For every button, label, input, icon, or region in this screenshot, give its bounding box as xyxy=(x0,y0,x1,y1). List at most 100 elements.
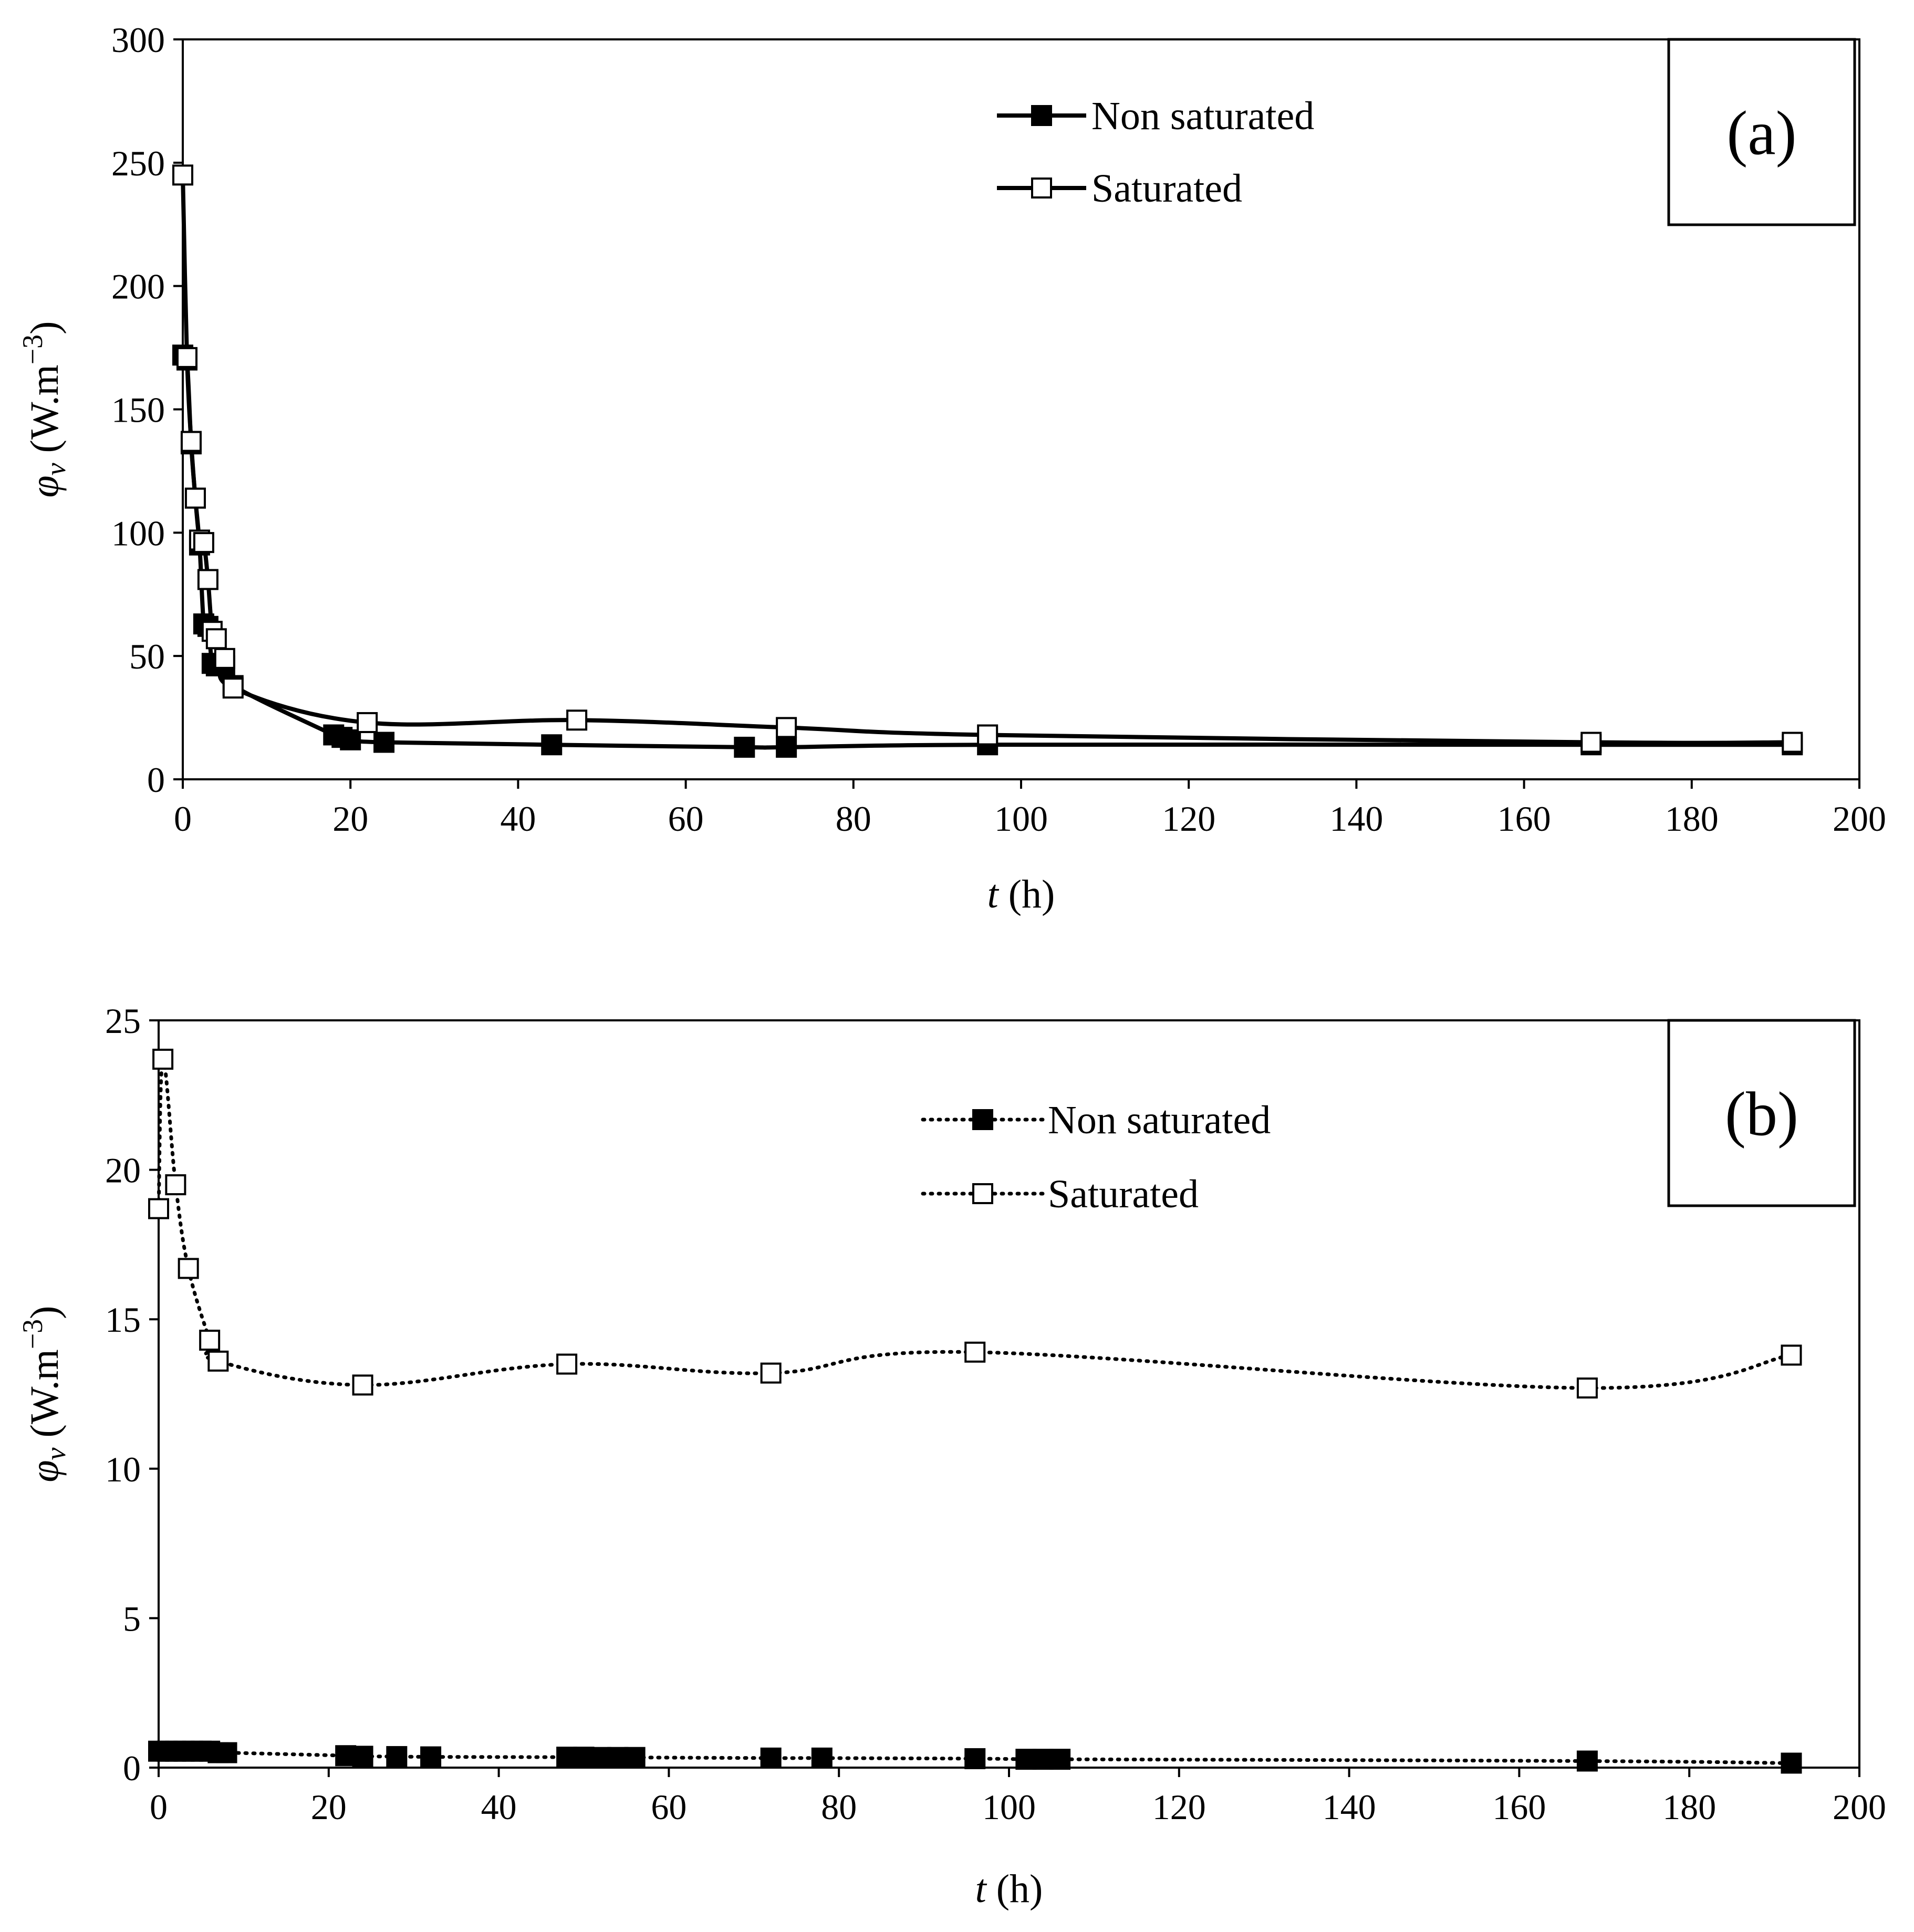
y-tick-label: 0 xyxy=(147,760,165,800)
data-point-non-saturated xyxy=(340,729,361,750)
data-point-non-saturated xyxy=(776,736,797,758)
x-tick-label: 0 xyxy=(150,1787,168,1827)
x-tick-label: 200 xyxy=(1833,799,1886,839)
series-line-saturated xyxy=(157,1057,1793,1390)
x-tick-label: 100 xyxy=(982,1787,1036,1827)
x-axis-label-var: t xyxy=(975,1867,987,1911)
data-point-non-saturated xyxy=(352,1746,373,1767)
data-point-non-saturated xyxy=(811,1747,833,1769)
plot-area xyxy=(182,38,1860,780)
panel-label: (a) xyxy=(1726,98,1796,168)
y-axis-label-close: ) xyxy=(23,1306,67,1319)
y-tick-label: 25 xyxy=(105,1001,141,1041)
y-tick-label: 100 xyxy=(111,513,165,553)
panel-label-box xyxy=(1667,1019,1856,1207)
x-axis-label: t (h) xyxy=(987,872,1055,916)
y-axis-label-sub: v xyxy=(40,463,71,475)
x-tick-label: 180 xyxy=(1665,799,1719,839)
data-point-saturated xyxy=(1781,1344,1802,1366)
chart-panel-b: 0 5 10 15 20 25 0 20 40 60 80 100 120 140 160 180 200 t (… xyxy=(17,1001,1886,1911)
data-point-non-saturated xyxy=(734,736,755,758)
data-point-saturated xyxy=(977,724,998,746)
x-axis-label: t (h) xyxy=(975,1867,1043,1911)
y-tick-label: 200 xyxy=(111,267,165,307)
panel-label-box xyxy=(1667,38,1856,226)
data-point-non-saturated xyxy=(1781,1752,1802,1774)
data-point-saturated xyxy=(760,1362,782,1384)
y-tick-label: 0 xyxy=(123,1748,141,1788)
legend-marker-saturated xyxy=(972,1183,993,1204)
y-tick-label: 5 xyxy=(123,1599,141,1638)
x-tick-label: 20 xyxy=(332,799,368,839)
legend-entry-saturated: Saturated xyxy=(1048,1172,1199,1216)
data-point-saturated xyxy=(1576,1377,1598,1399)
series-line-non-saturated xyxy=(181,349,1793,750)
data-point-non-saturated xyxy=(1015,1749,1037,1770)
x-axis-label-unit: (h) xyxy=(986,1867,1043,1911)
data-point-saturated xyxy=(152,1048,174,1070)
panel-label: (b) xyxy=(1725,1079,1798,1149)
y-axis-label-close: ) xyxy=(23,321,67,335)
x-tick-label: 0 xyxy=(174,799,192,839)
data-point-non-saturated xyxy=(1049,1749,1071,1770)
y-tick-label: 300 xyxy=(111,20,165,60)
x-tick-label: 160 xyxy=(1497,799,1551,839)
y-tick-label: 20 xyxy=(105,1151,141,1190)
y-axis-label: φv (W.m−3) xyxy=(17,321,71,498)
y-tick-label: 250 xyxy=(111,143,165,183)
legend: Non saturated Saturated xyxy=(921,1098,1271,1216)
data-point-non-saturated xyxy=(541,734,563,756)
x-tick-label: 120 xyxy=(1152,1787,1206,1827)
y-axis-label-unit: (W.m xyxy=(23,364,67,463)
series-line-saturated xyxy=(181,175,1793,745)
legend-marker-non-saturated xyxy=(1031,105,1052,126)
x-axis-label-unit: (h) xyxy=(998,872,1055,916)
x-tick-label: 160 xyxy=(1492,1787,1546,1827)
data-point-saturated xyxy=(176,347,197,368)
x-tick-label: 80 xyxy=(836,799,871,839)
data-point-saturated xyxy=(172,164,193,186)
legend-marker-saturated xyxy=(1031,177,1052,199)
data-point-saturated xyxy=(207,1350,229,1372)
data-point-saturated xyxy=(197,569,219,590)
x-tick-label: 180 xyxy=(1662,1787,1716,1827)
y-axis-label-unit: (W.m xyxy=(23,1349,67,1447)
chart-panel-a: 0 50 100 150 200 250 300 0 20 40 60 80 100 120 140 160 1… xyxy=(17,20,1886,916)
data-point-saturated xyxy=(193,532,214,554)
data-point-saturated xyxy=(1782,732,1803,753)
x-tick-label: 60 xyxy=(668,799,704,839)
y-axis-label-sub: v xyxy=(40,1447,71,1460)
x-tick-label: 80 xyxy=(821,1787,857,1827)
legend-entry-non-saturated: Non saturated xyxy=(1048,1098,1271,1142)
y-axis-label-var: φ xyxy=(23,1460,67,1482)
y-axis-label-exp: −3 xyxy=(17,1319,48,1349)
data-point-non-saturated xyxy=(760,1747,782,1769)
x-tick-label: 200 xyxy=(1833,1787,1886,1827)
data-point-non-saturated xyxy=(624,1747,646,1768)
data-point-saturated xyxy=(165,1174,186,1196)
x-tick-label: 120 xyxy=(1162,799,1215,839)
data-point-non-saturated xyxy=(386,1746,408,1767)
y-axis-label-var: φ xyxy=(23,475,67,497)
data-point-saturated xyxy=(148,1198,169,1219)
y-tick-label: 150 xyxy=(111,390,165,430)
plot-area xyxy=(158,1019,1860,1769)
y-tick-label: 10 xyxy=(105,1449,141,1489)
data-point-saturated xyxy=(357,712,378,733)
data-point-non-saturated xyxy=(373,732,395,753)
data-point-saturated xyxy=(964,1341,986,1363)
y-axis-label: φv (W.m−3) xyxy=(17,1306,71,1482)
x-tick-label: 60 xyxy=(651,1787,686,1827)
legend-marker-non-saturated xyxy=(972,1109,993,1130)
data-point-saturated xyxy=(566,709,588,731)
x-axis-label-var: t xyxy=(987,872,1000,916)
data-point-saturated xyxy=(199,1330,221,1351)
data-point-non-saturated xyxy=(1576,1750,1598,1772)
legend-entry-non-saturated: Non saturated xyxy=(1091,94,1314,138)
x-tick-label: 40 xyxy=(500,799,536,839)
data-point-saturated xyxy=(178,1258,199,1279)
x-tick-label: 140 xyxy=(1329,799,1383,839)
data-point-non-saturated xyxy=(216,1742,237,1763)
x-tick-label: 100 xyxy=(994,799,1048,839)
